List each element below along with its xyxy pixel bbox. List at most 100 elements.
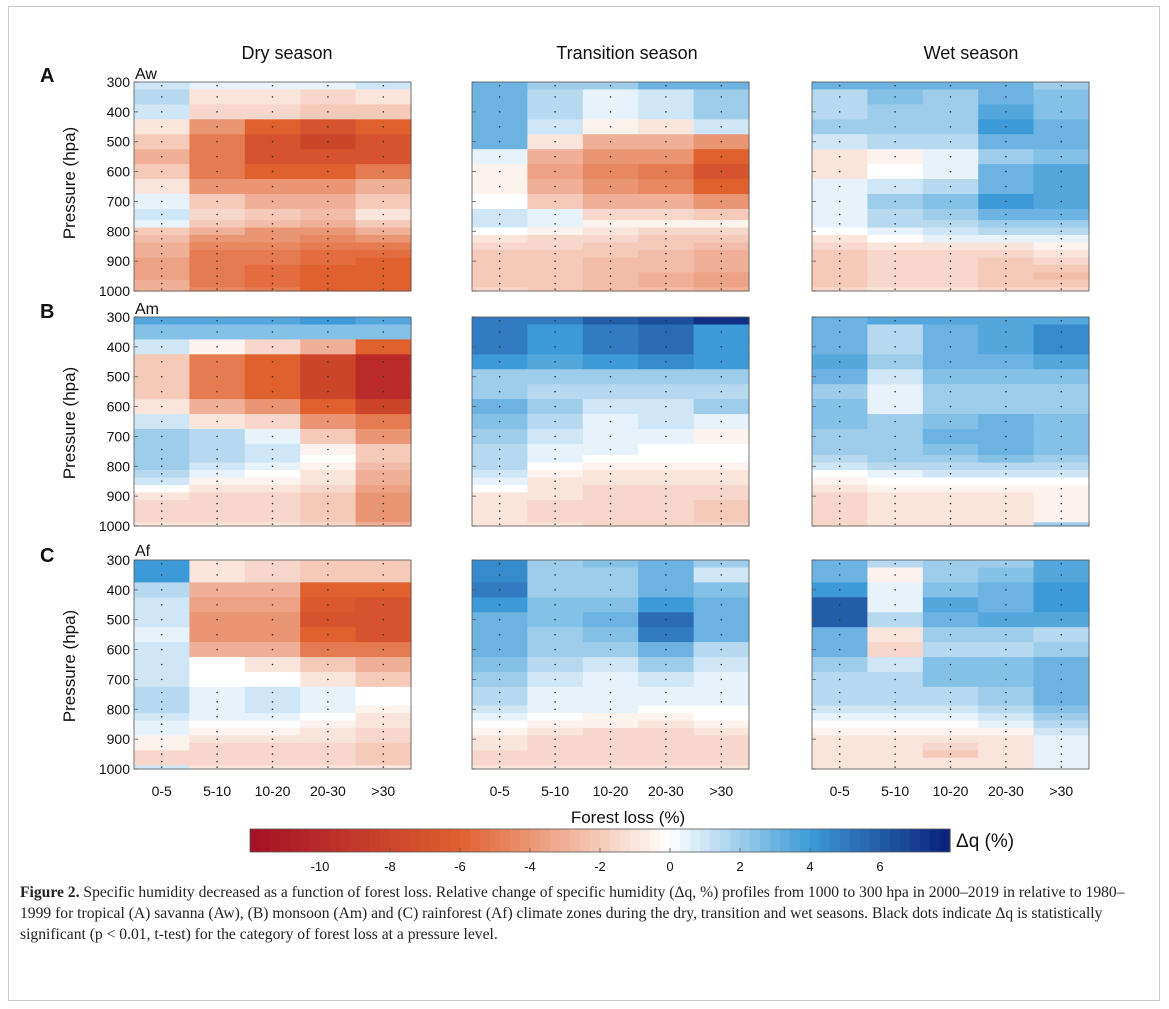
significance-dot [1060,390,1063,393]
significance-dot [382,480,385,483]
significance-dot [160,96,163,98]
y-tick-label: 1000 [99,518,130,534]
significance-dot [720,523,723,525]
significance-dot [327,753,329,755]
significance-dot [498,390,501,393]
significance-dot [271,260,274,262]
y-tick-label: 500 [107,369,131,385]
significance-dot [382,723,385,726]
significance-dot [609,140,612,143]
heatmap-cell [867,235,924,244]
significance-dot [216,140,218,143]
significance-dot [327,390,329,393]
significance-dot [1005,155,1007,158]
significance-dot [838,480,841,483]
significance-dot [665,633,667,636]
significance-dot [720,185,723,188]
significance-dot [382,155,385,158]
significance-dot [271,84,274,87]
significance-dot [838,574,841,576]
significance-dot [271,487,274,490]
significance-dot [609,753,612,755]
significance-dot [160,331,163,333]
heatmap-panel-af-1: 0-5 5-10 10-20 20-30 >30 [471,559,750,799]
significance-dot [609,715,612,718]
significance-dot [949,230,952,233]
colorbar-swatch [910,829,921,852]
significance-dot [665,213,667,216]
significance-dot [838,760,841,763]
significance-dot [1005,223,1007,225]
significance-dot [838,84,841,87]
significance-dot [554,472,556,475]
significance-dot [949,510,952,512]
significance-dot [498,111,501,113]
significance-dot [838,288,841,290]
significance-dot [160,523,163,525]
significance-dot [554,319,556,322]
significance-dot [216,435,218,438]
significance-dot [1005,390,1007,393]
significance-dot [1005,267,1007,270]
significance-dot [271,96,274,98]
significance-dot [554,282,556,285]
significance-dot [382,487,385,490]
significance-dot [665,523,667,525]
significance-dot [554,435,556,438]
colorbar-swatch [900,829,911,852]
significance-dot [554,170,556,173]
significance-dot [160,267,163,270]
significance-dot [1060,319,1063,322]
significance-dot [949,346,952,348]
significance-dot [609,708,612,711]
significance-dot [271,155,274,158]
significance-dot [271,738,274,740]
significance-dot [720,691,723,694]
significance-dot [382,648,385,651]
heatmap-cell [244,470,301,479]
significance-dot [1060,678,1063,681]
significance-dot [949,245,952,248]
significance-dot [1005,465,1007,468]
significance-dot [949,155,952,158]
significance-dot [894,252,896,255]
significance-dot [665,715,667,718]
significance-dot [609,502,612,505]
significance-dot [894,472,896,475]
significance-dot [609,375,612,378]
significance-dot [1005,510,1007,512]
significance-dot [720,648,723,651]
significance-dot [1060,185,1063,188]
significance-dot [327,648,329,651]
significance-dot [160,288,163,290]
climate-label-am: Am [135,301,159,318]
significance-dot [665,603,667,606]
significance-dot [216,319,218,322]
significance-dot [894,589,896,591]
significance-dot [160,618,163,621]
climate-label-af: Af [135,543,151,560]
significance-dot [216,562,218,565]
significance-dot [327,155,329,158]
significance-dot [216,715,218,718]
significance-dot [271,237,274,240]
colorbar-swatch [330,829,341,852]
significance-dot [160,223,163,225]
heatmap-cell [527,713,584,722]
panel-border [133,559,412,770]
significance-dot [949,648,952,651]
significance-dot [554,708,556,711]
colorbar-swatch [410,829,421,852]
significance-dot [949,678,952,681]
significance-dot [382,275,385,277]
significance-dot [216,510,218,512]
colorbar-swatch [730,829,741,852]
heatmap-figure: Dry season Transition season Wet season … [40,43,1090,874]
colorbar-swatch [460,829,471,852]
significance-dot [554,517,556,520]
significance-dot [1005,84,1007,87]
significance-dot [894,738,896,740]
colorbar-swatch [760,829,771,852]
significance-dot [894,523,896,525]
column-title-wet: Wet season [924,43,1019,63]
